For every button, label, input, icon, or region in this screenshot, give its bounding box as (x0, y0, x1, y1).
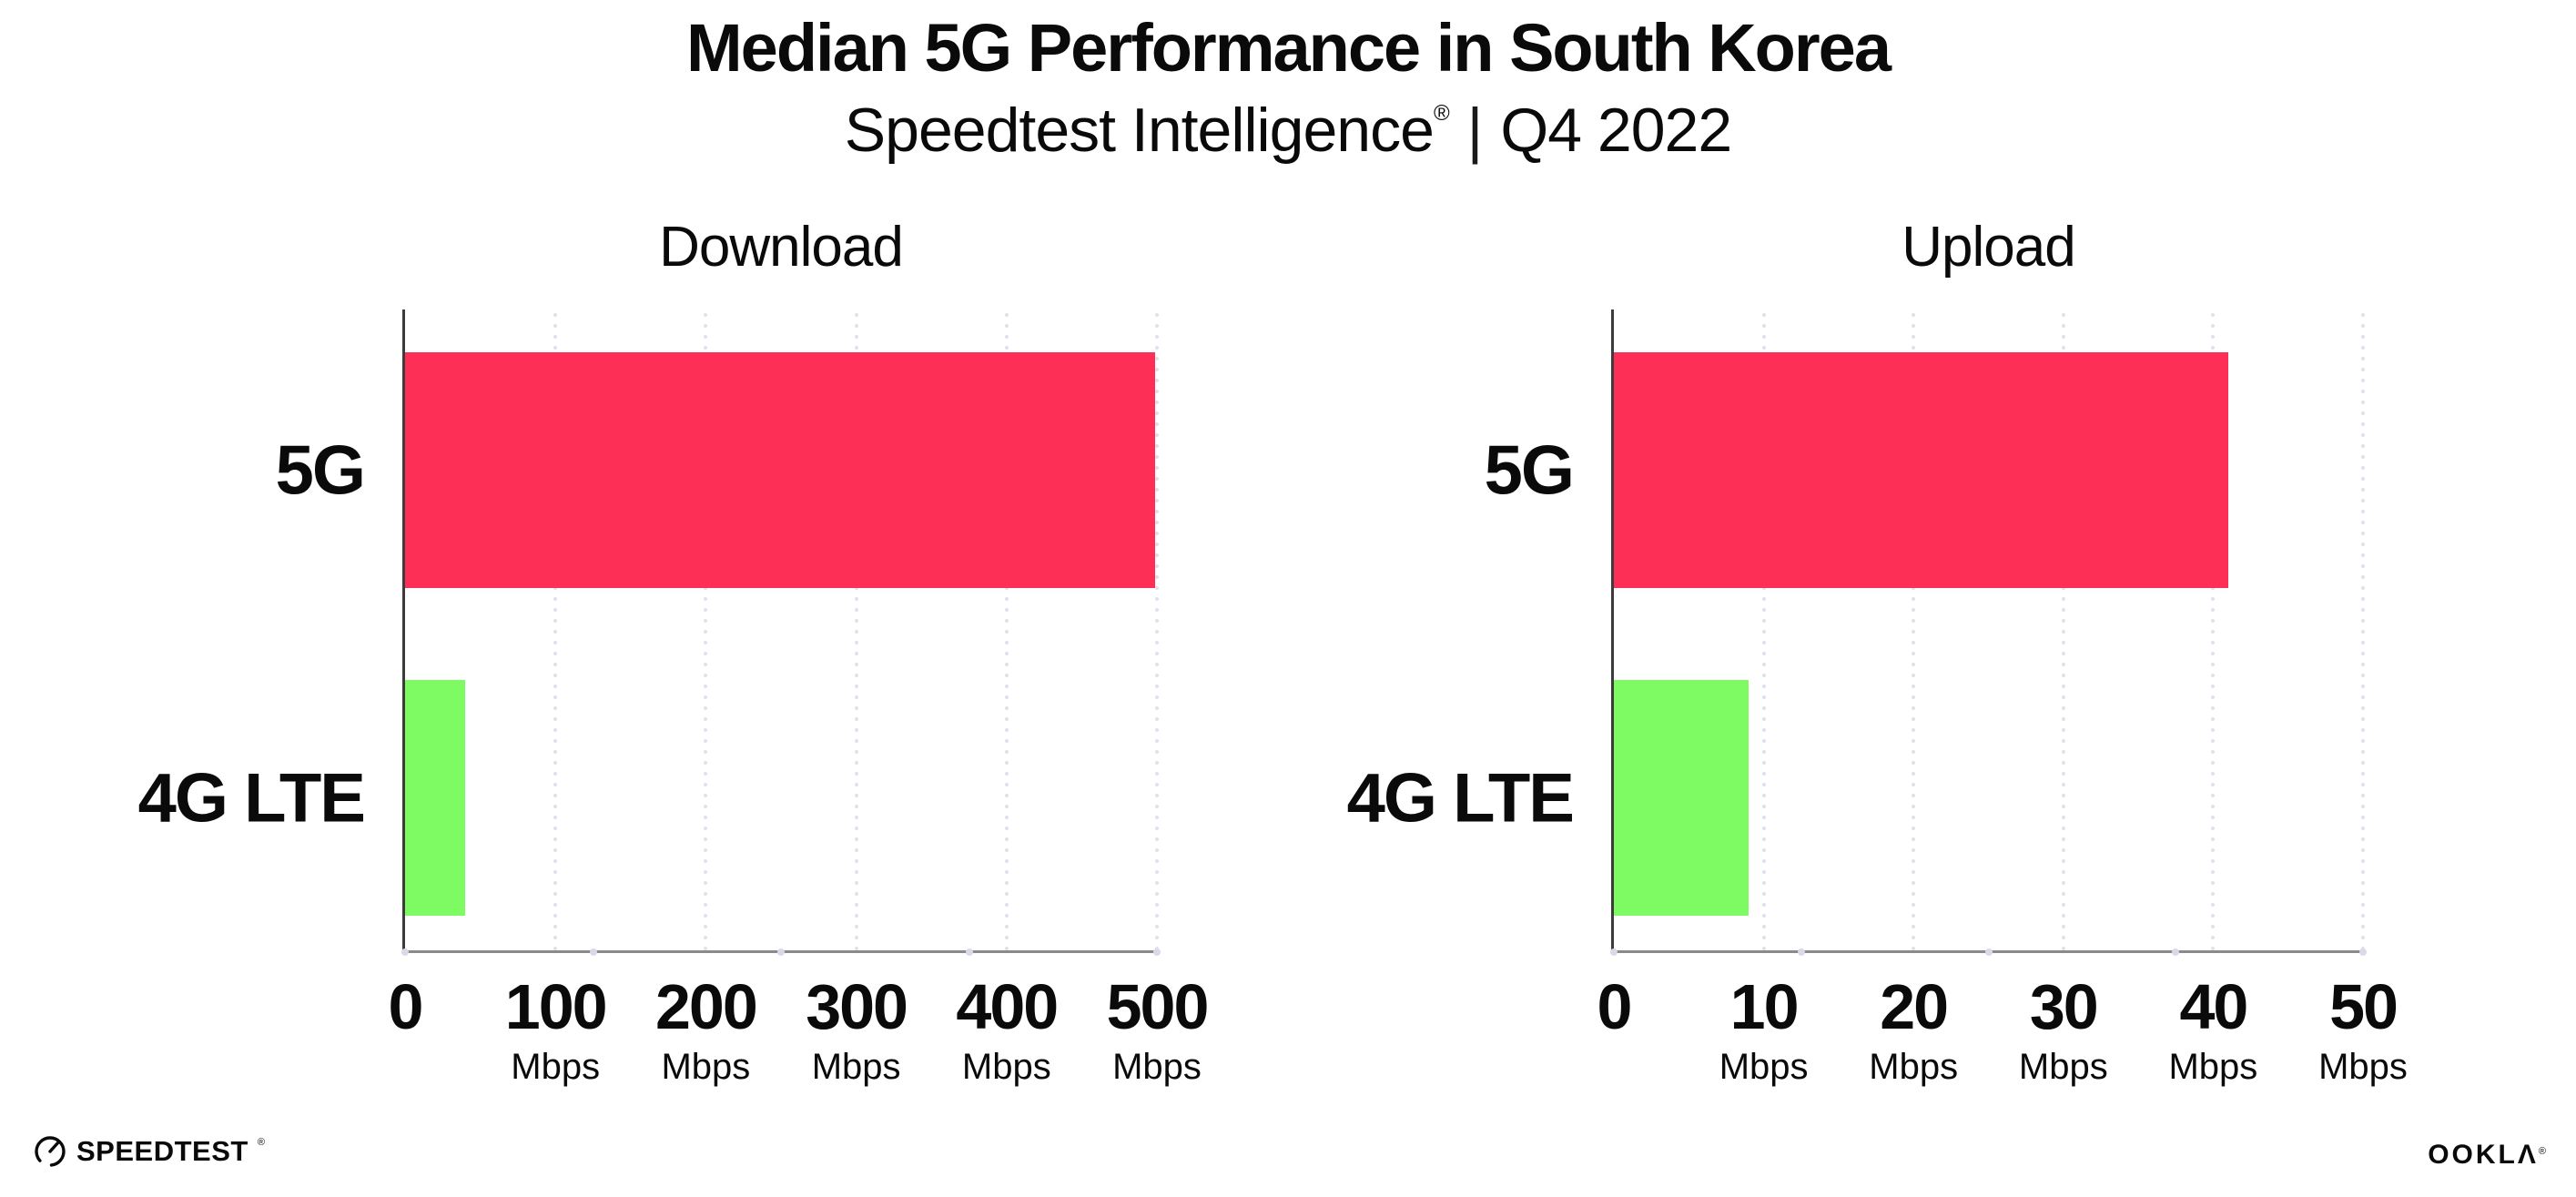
subtitle-period: Q4 2022 (1500, 96, 1732, 165)
subtitle-brand: Speedtest Intelligence (844, 96, 1435, 165)
ookla-logo: OOKLΛ® (2428, 1140, 2549, 1171)
axis-tick-dot (2172, 948, 2180, 956)
gridline-50 (2360, 309, 2366, 953)
page-title: Median 5G Performance in South Korea (686, 10, 1891, 86)
gridline-10 (1760, 309, 1767, 953)
axis-tick-dot (1153, 948, 1161, 956)
download-y-axis-line (402, 309, 405, 953)
gridline-40 (2210, 309, 2216, 953)
axis-tick-dot (965, 948, 973, 956)
gridline-200 (703, 309, 709, 953)
x-tick-label-50: 50 (2329, 971, 2399, 1042)
x-tick-label-100: 100 (504, 971, 608, 1042)
page-subtitle: Speedtest Intelligence® | Q4 2022 (0, 95, 2576, 166)
category-label-4g-lte: 4G LTE (1346, 759, 1575, 837)
x-tick-label-20: 20 (1880, 971, 1949, 1042)
speedtest-registered-mark: ® (257, 1137, 265, 1148)
gridline-20 (1911, 309, 1917, 953)
x-tick-label-0: 0 (1597, 971, 1633, 1042)
x-tick-unit: Mbps (2168, 1047, 2258, 1087)
category-label-5g: 5G (275, 431, 366, 509)
download-chart-title: Download (659, 216, 904, 279)
x-tick-unit: Mbps (1719, 1047, 1809, 1087)
speedtest-gauge-icon (33, 1134, 67, 1169)
gridline-100 (553, 309, 559, 953)
x-tick-label-0: 0 (388, 971, 424, 1042)
bar-5g (1614, 352, 2228, 588)
subtitle-separator: | (1466, 96, 1484, 165)
x-tick-unit: Mbps (1112, 1047, 1202, 1087)
axis-tick-dot (777, 948, 785, 956)
x-tick-unit: Mbps (961, 1047, 1051, 1087)
x-tick-unit: Mbps (811, 1047, 901, 1087)
x-tick-label-30: 30 (2029, 971, 2099, 1042)
axis-tick-dot (1610, 948, 1618, 956)
gridline-300 (853, 309, 859, 953)
axis-tick-dot (1984, 948, 1993, 956)
axis-tick-dot (1797, 948, 1805, 956)
speedtest-logo: SPEEDTEST ® (33, 1134, 265, 1169)
bar-5g (405, 352, 1156, 588)
x-tick-label-200: 200 (654, 971, 758, 1042)
x-tick-label-500: 500 (1106, 971, 1210, 1042)
category-label-4g-lte: 4G LTE (137, 759, 366, 837)
gridline-30 (2060, 309, 2066, 953)
axis-tick-dot (401, 948, 409, 956)
x-tick-unit: Mbps (511, 1047, 601, 1087)
x-tick-unit: Mbps (2018, 1047, 2108, 1087)
download-plot-area (401, 309, 1161, 956)
x-tick-unit: Mbps (1869, 1047, 1959, 1087)
x-tick-label-300: 300 (806, 971, 908, 1042)
registered-mark: ® (1433, 101, 1450, 126)
x-tick-unit: Mbps (2318, 1047, 2408, 1087)
x-tick-label-40: 40 (2179, 971, 2248, 1042)
x-tick-unit: Mbps (661, 1047, 751, 1087)
axis-tick-dot (589, 948, 597, 956)
upload-y-axis-line (1611, 309, 1614, 953)
ookla-registered-mark: ® (2538, 1146, 2549, 1157)
axis-tick-dot (2359, 948, 2367, 956)
gridline-500 (1154, 309, 1160, 953)
upload-plot-area (1610, 309, 2367, 956)
upload-chart-title: Upload (1902, 216, 2075, 279)
ookla-wordmark: OOKLΛ (2428, 1140, 2539, 1170)
bar-4g-lte (1614, 680, 1749, 916)
bar-4g-lte (405, 680, 466, 916)
x-tick-label-400: 400 (956, 971, 1059, 1042)
gridline-400 (1003, 309, 1009, 953)
x-tick-label-10: 10 (1729, 971, 1800, 1042)
category-label-5g: 5G (1484, 431, 1575, 509)
speedtest-wordmark: SPEEDTEST (76, 1135, 248, 1167)
